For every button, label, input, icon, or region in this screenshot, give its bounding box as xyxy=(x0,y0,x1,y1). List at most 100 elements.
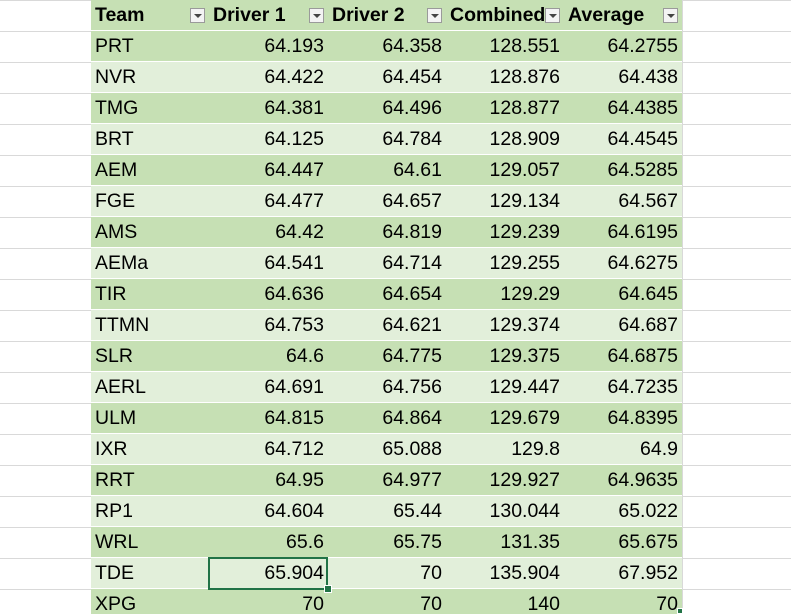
number-cell[interactable]: 64.654 xyxy=(328,279,446,310)
number-cell[interactable]: 129.057 xyxy=(446,155,564,186)
filter-button[interactable] xyxy=(663,8,678,23)
number-cell[interactable]: 128.876 xyxy=(446,62,564,93)
number-cell[interactable]: 65.6 xyxy=(209,527,328,558)
number-cell[interactable]: 129.927 xyxy=(446,465,564,496)
number-cell[interactable]: 64.712 xyxy=(209,434,328,465)
number-cell[interactable]: 64.477 xyxy=(209,186,328,217)
number-cell[interactable]: 64.42 xyxy=(209,217,328,248)
number-cell[interactable]: 64.567 xyxy=(564,186,682,217)
number-cell[interactable]: 129.679 xyxy=(446,403,564,434)
number-cell[interactable]: 64.358 xyxy=(328,31,446,62)
number-cell[interactable]: 64.4545 xyxy=(564,124,682,155)
number-cell[interactable]: 64.864 xyxy=(328,403,446,434)
team-cell[interactable]: TDE xyxy=(91,558,209,589)
team-cell[interactable]: RRT xyxy=(91,465,209,496)
number-cell[interactable]: 65.75 xyxy=(328,527,446,558)
number-cell[interactable]: 128.551 xyxy=(446,31,564,62)
number-cell[interactable]: 140 xyxy=(446,589,564,614)
filter-button[interactable] xyxy=(427,8,442,23)
number-cell[interactable]: 70 xyxy=(209,589,328,614)
number-cell[interactable]: 64.7235 xyxy=(564,372,682,403)
number-cell[interactable]: 128.909 xyxy=(446,124,564,155)
number-cell[interactable]: 64.687 xyxy=(564,310,682,341)
number-cell[interactable]: 64.691 xyxy=(209,372,328,403)
team-cell[interactable]: XPG xyxy=(91,589,209,614)
number-cell[interactable]: 64.819 xyxy=(328,217,446,248)
team-cell[interactable]: TMG xyxy=(91,93,209,124)
team-cell[interactable]: PRT xyxy=(91,31,209,62)
filter-button[interactable] xyxy=(190,8,205,23)
number-cell[interactable]: 135.904 xyxy=(446,558,564,589)
number-cell[interactable]: 128.877 xyxy=(446,93,564,124)
number-cell[interactable]: 64.454 xyxy=(328,62,446,93)
team-cell[interactable]: WRL xyxy=(91,527,209,558)
number-cell[interactable]: 64.6275 xyxy=(564,248,682,279)
number-cell[interactable]: 64.815 xyxy=(209,403,328,434)
number-cell[interactable]: 64.5285 xyxy=(564,155,682,186)
number-cell[interactable]: 70 xyxy=(328,589,446,614)
team-cell[interactable]: ULM xyxy=(91,403,209,434)
number-cell[interactable]: 64.61 xyxy=(328,155,446,186)
number-cell[interactable]: 129.8 xyxy=(446,434,564,465)
filter-button[interactable] xyxy=(545,8,560,23)
number-cell[interactable]: 65.675 xyxy=(564,527,682,558)
team-cell[interactable]: AEMa xyxy=(91,248,209,279)
number-cell[interactable]: 64.541 xyxy=(209,248,328,279)
number-cell[interactable]: 64.604 xyxy=(209,496,328,527)
number-cell[interactable]: 64.125 xyxy=(209,124,328,155)
number-cell[interactable]: 64.6 xyxy=(209,341,328,372)
team-cell[interactable]: TIR xyxy=(91,279,209,310)
number-cell[interactable]: 129.447 xyxy=(446,372,564,403)
team-cell[interactable]: IXR xyxy=(91,434,209,465)
number-cell[interactable]: 64.6195 xyxy=(564,217,682,248)
team-cell[interactable]: NVR xyxy=(91,62,209,93)
number-cell[interactable]: 64.977 xyxy=(328,465,446,496)
team-cell[interactable]: AMS xyxy=(91,217,209,248)
number-cell[interactable]: 65.088 xyxy=(328,434,446,465)
number-cell[interactable]: 65.904 xyxy=(209,558,328,589)
number-cell[interactable]: 64.381 xyxy=(209,93,328,124)
number-cell[interactable]: 64.621 xyxy=(328,310,446,341)
number-cell[interactable]: 64.438 xyxy=(564,62,682,93)
number-cell[interactable]: 64.756 xyxy=(328,372,446,403)
number-cell[interactable]: 64.95 xyxy=(209,465,328,496)
team-cell[interactable]: AEM xyxy=(91,155,209,186)
number-cell[interactable]: 64.784 xyxy=(328,124,446,155)
number-cell[interactable]: 131.35 xyxy=(446,527,564,558)
number-cell[interactable]: 129.374 xyxy=(446,310,564,341)
number-cell[interactable]: 129.29 xyxy=(446,279,564,310)
number-cell[interactable]: 64.6875 xyxy=(564,341,682,372)
number-cell[interactable]: 129.239 xyxy=(446,217,564,248)
number-cell[interactable]: 64.2755 xyxy=(564,31,682,62)
filter-button[interactable] xyxy=(309,8,324,23)
team-cell[interactable]: BRT xyxy=(91,124,209,155)
number-cell[interactable]: 64.645 xyxy=(564,279,682,310)
number-cell[interactable]: 130.044 xyxy=(446,496,564,527)
number-cell[interactable]: 64.636 xyxy=(209,279,328,310)
number-cell[interactable]: 67.952 xyxy=(564,558,682,589)
number-cell[interactable]: 129.134 xyxy=(446,186,564,217)
team-cell[interactable]: FGE xyxy=(91,186,209,217)
number-cell[interactable]: 64.447 xyxy=(209,155,328,186)
team-cell[interactable]: AERL xyxy=(91,372,209,403)
number-cell[interactable]: 64.496 xyxy=(328,93,446,124)
number-cell[interactable]: 129.375 xyxy=(446,341,564,372)
number-cell[interactable]: 64.4385 xyxy=(564,93,682,124)
team-cell[interactable]: SLR xyxy=(91,341,209,372)
number-cell[interactable]: 70 xyxy=(564,589,682,614)
number-cell[interactable]: 64.9635 xyxy=(564,465,682,496)
number-cell[interactable]: 129.255 xyxy=(446,248,564,279)
team-cell[interactable]: RP1 xyxy=(91,496,209,527)
number-cell[interactable]: 64.657 xyxy=(328,186,446,217)
team-cell[interactable]: TTMN xyxy=(91,310,209,341)
number-cell[interactable]: 64.422 xyxy=(209,62,328,93)
number-cell[interactable]: 65.022 xyxy=(564,496,682,527)
number-cell[interactable]: 64.714 xyxy=(328,248,446,279)
number-cell[interactable]: 65.44 xyxy=(328,496,446,527)
number-cell[interactable]: 64.775 xyxy=(328,341,446,372)
number-cell[interactable]: 64.193 xyxy=(209,31,328,62)
number-cell[interactable]: 64.9 xyxy=(564,434,682,465)
number-cell[interactable]: 64.753 xyxy=(209,310,328,341)
number-cell[interactable]: 64.8395 xyxy=(564,403,682,434)
number-cell[interactable]: 70 xyxy=(328,558,446,589)
